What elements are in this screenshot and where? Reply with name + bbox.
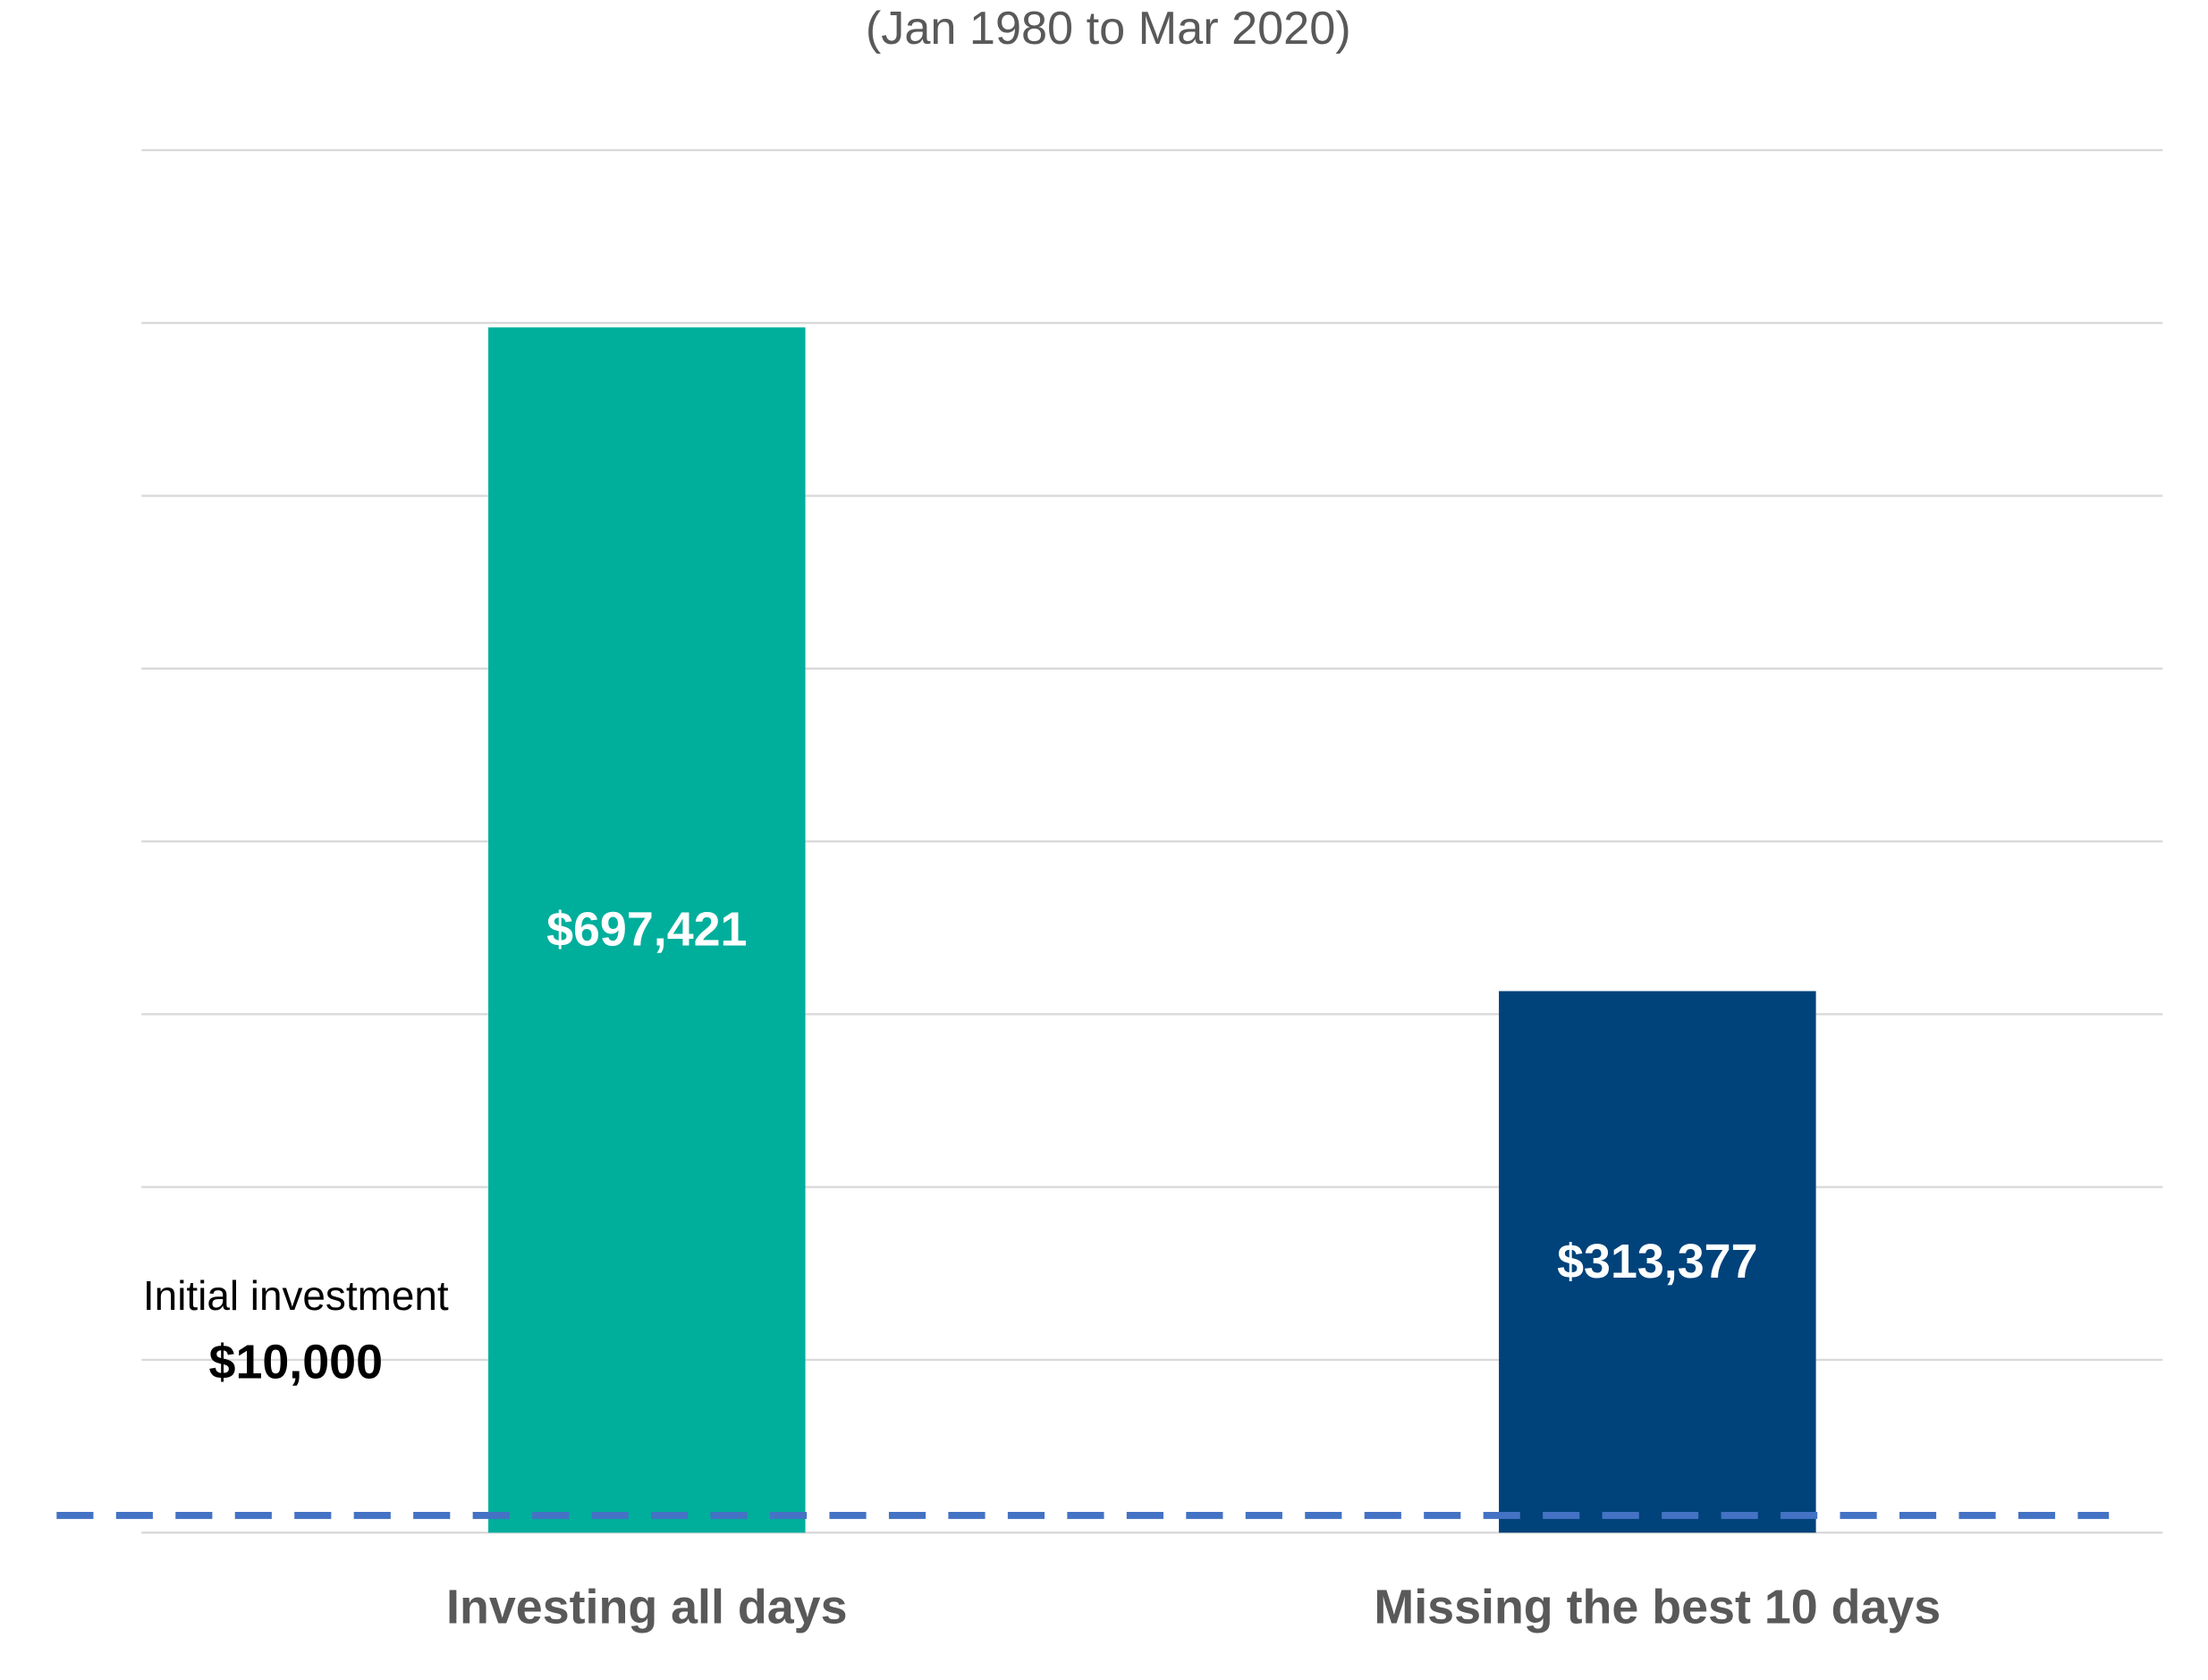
- annotation: Initial investment: [143, 1272, 449, 1319]
- chart-subtitle: (Jan 1980 to Mar 2020): [866, 3, 1351, 55]
- annotation-value: $10,000: [209, 1336, 383, 1389]
- x-tick-label: Investing all days: [446, 1580, 847, 1634]
- x-tick-label: Missing the best 10 days: [1374, 1580, 1941, 1634]
- bar: [1499, 991, 1816, 1533]
- value-label: $313,377: [1557, 1235, 1757, 1288]
- bar: [488, 327, 806, 1533]
- value-label: $697,421: [546, 903, 747, 957]
